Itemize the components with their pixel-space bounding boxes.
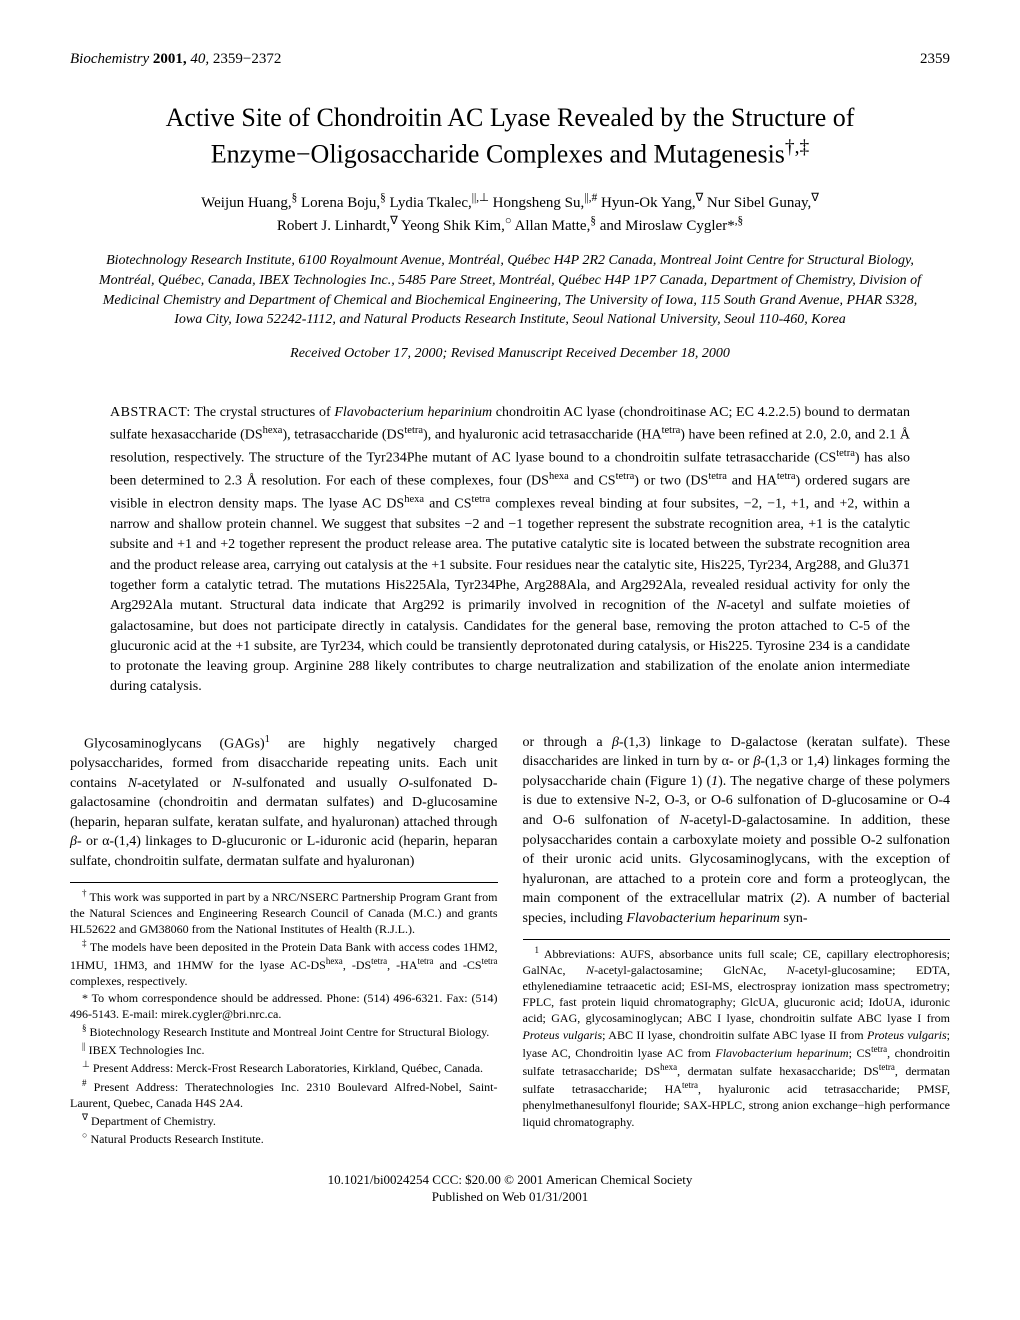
abstract-label: ABSTRACT: bbox=[110, 405, 191, 420]
page-number: 2359 bbox=[920, 50, 950, 70]
publication-footer: 10.1021/bi0024254 CCC: $20.00 © 2001 Ame… bbox=[70, 1172, 950, 1206]
footnote: * To whom correspondence should be addre… bbox=[70, 990, 498, 1022]
footnote: ∇ Department of Chemistry. bbox=[70, 1111, 498, 1129]
journal-volume-pages: 40, 2359−2372 bbox=[190, 51, 281, 67]
footnote: § Biotechnology Research Institute and M… bbox=[70, 1022, 498, 1040]
right-column: or through a β-(1,3) linkage to D-galact… bbox=[523, 733, 951, 1148]
footnote: ○ Natural Products Research Institute. bbox=[70, 1129, 498, 1147]
received-dates: Received October 17, 2000; Revised Manus… bbox=[70, 345, 950, 363]
body-columns: Glycosaminoglycans (GAGs)1 are highly ne… bbox=[70, 733, 950, 1148]
footnote: † This work was supported in part by a N… bbox=[70, 887, 498, 938]
journal-ref: Biochemistry 2001, 40, 2359−2372 bbox=[70, 50, 281, 70]
doi-line: 10.1021/bi0024254 CCC: $20.00 © 2001 Ame… bbox=[328, 1172, 693, 1187]
journal-title: Biochemistry bbox=[70, 51, 149, 67]
left-column: Glycosaminoglycans (GAGs)1 are highly ne… bbox=[70, 733, 498, 1148]
footnotes-left: † This work was supported in part by a N… bbox=[70, 882, 498, 1148]
footnotes-right: 1 Abbreviations: AUFS, absorbance units … bbox=[523, 939, 951, 1130]
footnote: ⊥ Present Address: Merck-Frost Research … bbox=[70, 1058, 498, 1076]
body-para: or through a β-(1,3) linkage to D-galact… bbox=[523, 733, 951, 929]
body-para: Glycosaminoglycans (GAGs)1 are highly ne… bbox=[70, 733, 498, 872]
running-header: Biochemistry 2001, 40, 2359−2372 2359 bbox=[70, 50, 950, 70]
footnote: ‡ The models have been deposited in the … bbox=[70, 937, 498, 990]
affiliations: Biotechnology Research Institute, 6100 R… bbox=[90, 251, 930, 329]
footnote: || IBEX Technologies Inc. bbox=[70, 1040, 498, 1058]
footnote: 1 Abbreviations: AUFS, absorbance units … bbox=[523, 944, 951, 1130]
article-title: Active Site of Chondroitin AC Lyase Reve… bbox=[110, 100, 910, 172]
authors: Weijun Huang,§ Lorena Boju,§ Lydia Tkale… bbox=[100, 191, 920, 236]
footnote: # Present Address: Theratechnologies Inc… bbox=[70, 1077, 498, 1111]
published-line: Published on Web 01/31/2001 bbox=[432, 1189, 589, 1204]
abstract: ABSTRACT: The crystal structures of Flav… bbox=[110, 403, 910, 698]
journal-year: 2001, bbox=[153, 51, 187, 67]
